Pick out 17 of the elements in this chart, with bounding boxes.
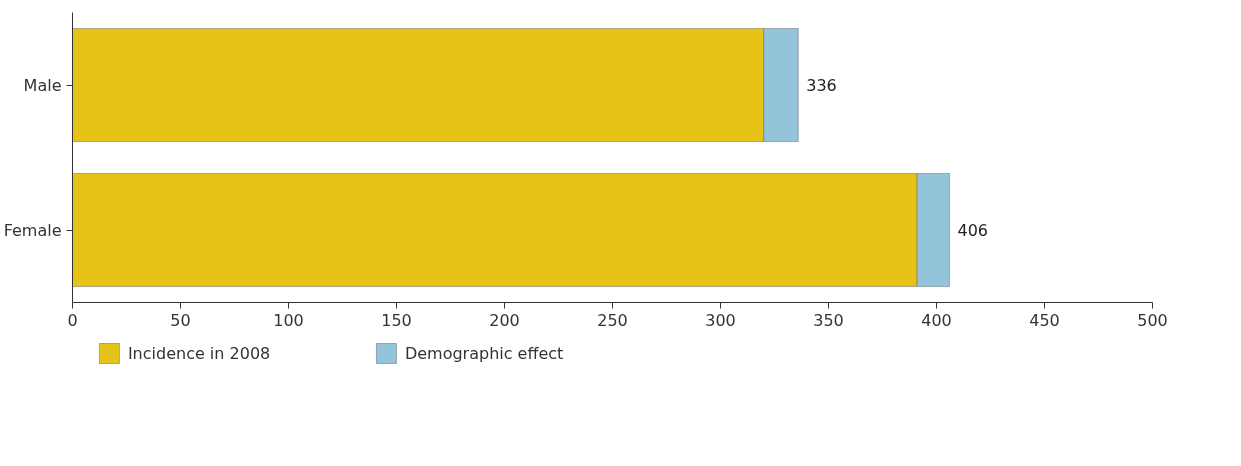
x-tick-label: 300 [705,310,736,330]
y-tick-label: Female [3,220,62,240]
x-tick-label: 100 [273,310,304,330]
y-tick-label: Male [23,75,62,95]
total-label: 406 [957,221,989,240]
x-tick-label: 0 [67,310,78,330]
x-tick-label: 450 [1029,310,1060,330]
x-tick-label: 250 [597,310,628,330]
x-tick-label: 200 [489,310,520,330]
x-tick-label: 400 [921,310,952,330]
total-label: 336 [806,76,837,95]
x-tick-label: 500 [1137,310,1168,330]
x-tick-label: 150 [381,310,412,330]
legend-label: Demographic effect [404,344,564,363]
x-tick-label: 350 [813,310,844,330]
x-tick-label: 50 [170,310,191,330]
legend-label: Incidence in 2008 [127,344,271,363]
